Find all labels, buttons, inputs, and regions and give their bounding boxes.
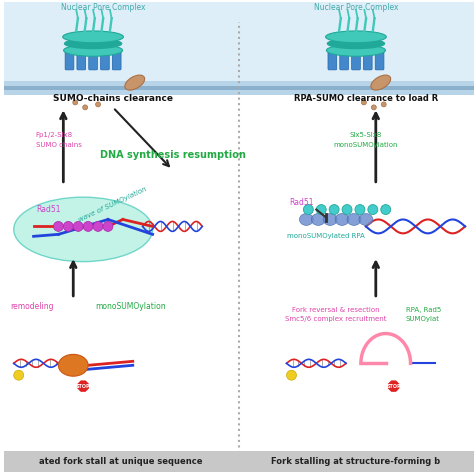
Circle shape bbox=[82, 105, 88, 110]
Circle shape bbox=[93, 221, 103, 231]
FancyBboxPatch shape bbox=[352, 51, 360, 70]
Circle shape bbox=[329, 205, 339, 215]
Text: SUMO chains: SUMO chains bbox=[36, 142, 82, 148]
Circle shape bbox=[73, 221, 83, 231]
Text: STOP: STOP bbox=[76, 383, 91, 389]
Ellipse shape bbox=[359, 213, 373, 226]
Ellipse shape bbox=[64, 38, 122, 49]
FancyBboxPatch shape bbox=[4, 451, 474, 473]
FancyBboxPatch shape bbox=[4, 81, 474, 95]
Polygon shape bbox=[77, 380, 90, 392]
Circle shape bbox=[303, 205, 313, 215]
Circle shape bbox=[73, 100, 78, 105]
FancyBboxPatch shape bbox=[364, 51, 372, 70]
Text: Smc5/6 complex recruitment: Smc5/6 complex recruitment bbox=[285, 316, 387, 322]
Text: wave of SUMOylation: wave of SUMOylation bbox=[78, 186, 148, 223]
Circle shape bbox=[96, 102, 100, 107]
Circle shape bbox=[361, 100, 366, 105]
Ellipse shape bbox=[326, 31, 386, 43]
Circle shape bbox=[355, 205, 365, 215]
Ellipse shape bbox=[327, 38, 384, 49]
Circle shape bbox=[381, 102, 386, 107]
Text: Rad51: Rad51 bbox=[36, 205, 61, 214]
Text: DNA synthesis resumption: DNA synthesis resumption bbox=[100, 150, 246, 160]
Text: SUMO-chains clearance: SUMO-chains clearance bbox=[53, 94, 173, 103]
Text: RPA-SUMO clearance to load R: RPA-SUMO clearance to load R bbox=[294, 94, 438, 103]
Ellipse shape bbox=[371, 75, 391, 90]
Ellipse shape bbox=[125, 75, 145, 90]
Ellipse shape bbox=[58, 355, 88, 376]
Ellipse shape bbox=[63, 31, 123, 43]
FancyBboxPatch shape bbox=[89, 51, 98, 70]
Circle shape bbox=[371, 105, 376, 110]
FancyBboxPatch shape bbox=[328, 51, 337, 70]
Ellipse shape bbox=[64, 45, 123, 56]
FancyBboxPatch shape bbox=[340, 51, 348, 70]
Circle shape bbox=[83, 221, 93, 231]
Circle shape bbox=[14, 370, 24, 380]
Ellipse shape bbox=[311, 213, 325, 226]
Text: remodeling: remodeling bbox=[10, 302, 54, 311]
Text: Rad51: Rad51 bbox=[289, 198, 314, 207]
Ellipse shape bbox=[335, 213, 349, 226]
Text: monoSUMOylated RPA: monoSUMOylated RPA bbox=[287, 233, 365, 239]
FancyBboxPatch shape bbox=[4, 85, 474, 90]
Ellipse shape bbox=[323, 213, 337, 226]
Circle shape bbox=[286, 370, 296, 380]
Circle shape bbox=[342, 205, 352, 215]
Text: Fp1/2-Slx8: Fp1/2-Slx8 bbox=[36, 132, 73, 138]
FancyBboxPatch shape bbox=[100, 51, 109, 70]
Text: SUMOylat: SUMOylat bbox=[406, 316, 439, 322]
Circle shape bbox=[381, 205, 391, 215]
Circle shape bbox=[54, 221, 64, 231]
Text: Nuclear Pore Complex: Nuclear Pore Complex bbox=[314, 3, 398, 12]
Text: Fork reversal & resection: Fork reversal & resection bbox=[292, 307, 380, 313]
Polygon shape bbox=[387, 380, 400, 392]
FancyBboxPatch shape bbox=[77, 51, 86, 70]
FancyBboxPatch shape bbox=[65, 51, 74, 70]
FancyBboxPatch shape bbox=[375, 51, 384, 70]
Ellipse shape bbox=[327, 45, 385, 56]
Ellipse shape bbox=[14, 197, 153, 262]
Text: ated fork stall at unique sequence: ated fork stall at unique sequence bbox=[39, 457, 202, 466]
Text: Nuclear Pore Complex: Nuclear Pore Complex bbox=[61, 3, 145, 12]
Text: monoSUMOylation: monoSUMOylation bbox=[334, 142, 398, 148]
Circle shape bbox=[316, 205, 326, 215]
Circle shape bbox=[64, 221, 73, 231]
Text: RPA, Rad5: RPA, Rad5 bbox=[406, 307, 441, 313]
Ellipse shape bbox=[347, 213, 361, 226]
Text: Slx5-Slx8: Slx5-Slx8 bbox=[350, 132, 382, 138]
Text: Fork stalling at structure-forming b: Fork stalling at structure-forming b bbox=[272, 457, 440, 466]
Ellipse shape bbox=[300, 213, 313, 226]
Text: STOP: STOP bbox=[386, 383, 401, 389]
FancyBboxPatch shape bbox=[4, 2, 474, 81]
Circle shape bbox=[103, 221, 113, 231]
Text: monoSUMOylation: monoSUMOylation bbox=[95, 302, 166, 311]
FancyBboxPatch shape bbox=[112, 51, 121, 70]
Circle shape bbox=[368, 205, 378, 215]
